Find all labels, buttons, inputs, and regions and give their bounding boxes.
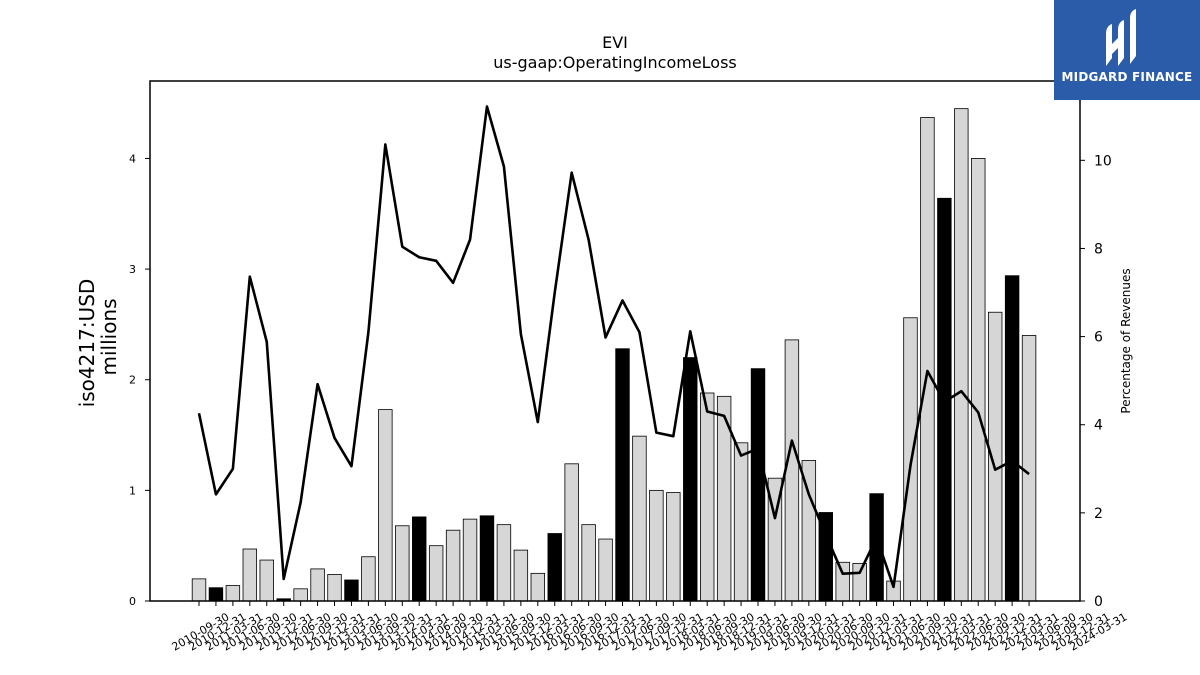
plot-frame (149, 80, 1081, 602)
bar (530, 572, 546, 602)
x-axis: 2010-09-302010-12-312011-03-312011-06-30… (170, 601, 1129, 654)
y2-tick-label: 2 (1094, 506, 1103, 522)
midgard-logo-icon (1106, 9, 1136, 66)
bar (835, 561, 850, 602)
chart-subtitle: us-gaap:OperatingIncomeLoss (493, 53, 737, 72)
bar (191, 578, 207, 602)
bar (733, 442, 749, 602)
line-series (197, 105, 1030, 589)
bar (225, 585, 241, 602)
bar (293, 588, 308, 602)
y-axis-left: 0 1 2 3 4 (129, 152, 150, 608)
bar (971, 158, 986, 602)
bar (649, 489, 664, 602)
bar (784, 339, 800, 602)
bar (496, 524, 512, 602)
bar (428, 545, 444, 602)
bar (581, 524, 596, 602)
bar (683, 357, 698, 602)
bar (700, 392, 715, 602)
y2-tick-label: 4 (1094, 418, 1103, 434)
bar (242, 548, 258, 602)
y-axis-right: 0 2 4 6 8 10 (1080, 153, 1112, 610)
bar-series (191, 108, 1037, 602)
bar (547, 533, 562, 602)
bar (479, 515, 495, 602)
y-axis-label-line2: millions (97, 298, 121, 375)
bar (666, 492, 681, 602)
bar (259, 559, 274, 602)
bar (327, 574, 342, 602)
bar (852, 562, 867, 602)
bar (462, 518, 478, 602)
y2-tick-label: 8 (1094, 241, 1103, 257)
y2-tick-label: 0 (1094, 594, 1103, 610)
bar (615, 348, 630, 602)
y2-tick-label: 10 (1094, 153, 1112, 169)
bar (344, 579, 359, 602)
bar (1004, 275, 1020, 602)
bar (954, 108, 969, 602)
y2-axis-label: Percentage of Revenues (1119, 268, 1133, 413)
bar (564, 463, 579, 602)
bar (750, 368, 766, 602)
bar (395, 525, 410, 602)
bar (1021, 335, 1037, 602)
bar (445, 529, 461, 602)
bar (378, 409, 393, 602)
bar (310, 568, 325, 602)
brand-logo: MIDGARD FINANCE (1054, 0, 1200, 100)
bar (598, 538, 613, 602)
bar (632, 435, 647, 602)
y-tick-label: 0 (129, 595, 136, 608)
y2-tick-label: 6 (1094, 330, 1103, 346)
percentage-line (197, 105, 1030, 589)
y-tick-label: 2 (129, 374, 136, 387)
bar (513, 549, 529, 602)
bar (208, 587, 224, 602)
y-axis-label-line1: iso4217:USD (75, 279, 99, 408)
y-tick-label: 1 (129, 484, 136, 497)
y-tick-label: 4 (129, 152, 136, 165)
brand-name: MIDGARD FINANCE (1061, 70, 1193, 84)
bar (412, 516, 427, 602)
bar (920, 117, 935, 602)
bar (361, 556, 376, 602)
y-tick-label: 3 (129, 263, 136, 276)
chart-title: EVI (602, 33, 628, 52)
